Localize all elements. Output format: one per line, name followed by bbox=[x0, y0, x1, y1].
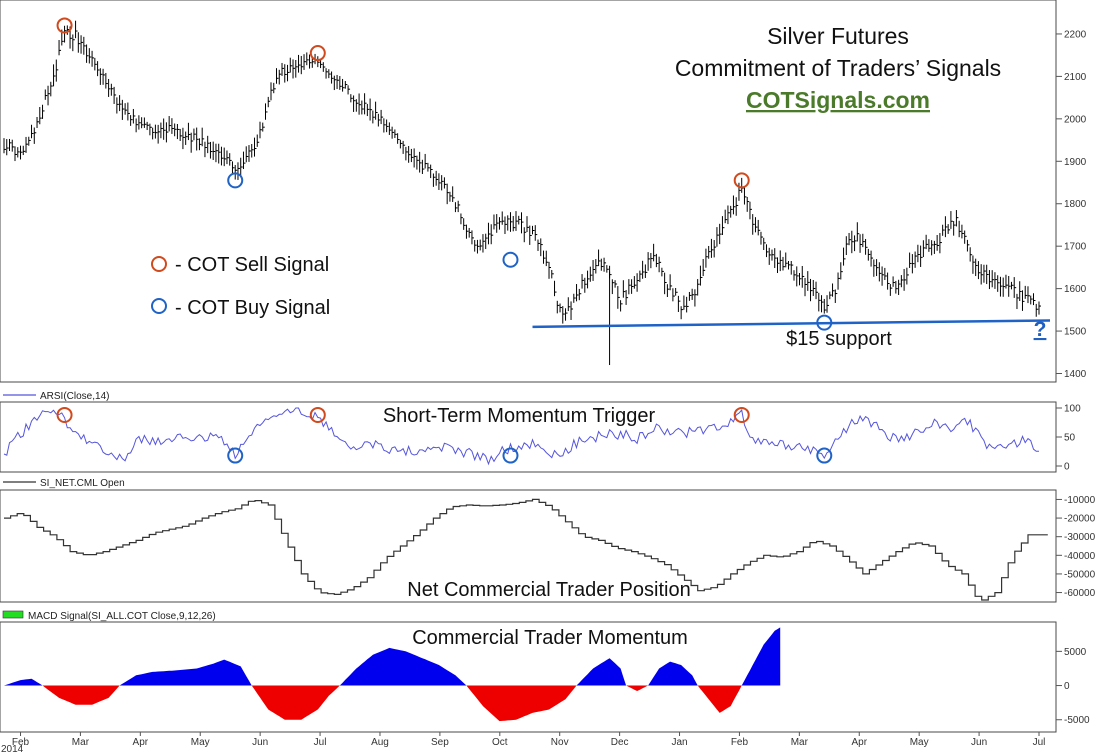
macd-axis-tick-label: 5000 bbox=[1064, 647, 1087, 658]
net-axis-tick-label: -50000 bbox=[1064, 569, 1096, 580]
net-axis-tick-label: -10000 bbox=[1064, 495, 1096, 506]
month-tick-label: Aug bbox=[371, 737, 389, 748]
macd-axis-tick-label: -5000 bbox=[1064, 715, 1090, 726]
macd-indicator-label: MACD Signal(SI_ALL.COT Close,9,12,26) bbox=[28, 611, 216, 622]
month-tick-label: Jun bbox=[252, 737, 268, 748]
price-axis-tick-label: 1700 bbox=[1064, 242, 1087, 253]
support-line bbox=[532, 319, 1051, 329]
net-position-title: Net Commercial Trader Position bbox=[407, 579, 690, 601]
arsi-layer bbox=[3, 406, 1039, 466]
support-layer bbox=[532, 319, 1051, 329]
legend-sell-marker bbox=[151, 256, 167, 272]
macd-axis-tick-label: 0 bbox=[1064, 681, 1070, 692]
price-axis-tick-label: 1900 bbox=[1064, 157, 1087, 168]
legend-buy-label: - COT Buy Signal bbox=[175, 297, 330, 319]
macd-positive-area bbox=[4, 627, 781, 686]
month-tick-label: Nov bbox=[551, 737, 569, 748]
arsi-axis-tick-label: 0 bbox=[1064, 462, 1070, 473]
month-tick-label: Feb bbox=[12, 737, 30, 748]
legend-buy-marker bbox=[151, 298, 167, 314]
price-axis-tick-label: 1400 bbox=[1064, 369, 1087, 380]
month-tick-label: Jun bbox=[971, 737, 987, 748]
x-axis: Feb Mar Apr May Jun Jul Aug Sep Oct Nov Dec Jan Feb M… bbox=[0, 731, 1056, 754]
net-axis-tick-label: -30000 bbox=[1064, 532, 1096, 543]
year-tick-label: 2014 bbox=[1, 744, 24, 754]
buy-signal-marker bbox=[502, 251, 519, 268]
month-tick-label: May bbox=[910, 737, 929, 748]
arsi-sell-marker bbox=[733, 406, 750, 423]
month-tick-label: May bbox=[191, 737, 210, 748]
month-tick-label: Feb bbox=[731, 737, 749, 748]
price-axis-tick-label: 2200 bbox=[1064, 29, 1087, 40]
axis-layer: 1400 1500 1600 1700 1800 1900 2000 2100 2200 0 50 1… bbox=[1056, 29, 1096, 726]
net-indicator-label: SI_NET.CML Open bbox=[40, 478, 125, 489]
macd-layer bbox=[4, 627, 781, 722]
net-layer bbox=[4, 498, 1048, 601]
net-position-pane bbox=[0, 489, 1057, 603]
month-tick-label: Apr bbox=[133, 737, 149, 748]
net-axis-tick-label: -40000 bbox=[1064, 551, 1096, 562]
support-label: $15 support bbox=[786, 328, 892, 350]
sell-signal-marker bbox=[733, 172, 750, 189]
month-tick-label: Sep bbox=[431, 737, 449, 748]
month-tick-label: Dec bbox=[611, 737, 629, 748]
arsi-sell-marker bbox=[309, 406, 326, 423]
arsi-buy-marker bbox=[816, 447, 833, 464]
arsi-axis-tick-label: 100 bbox=[1064, 404, 1081, 415]
price-axis-tick-label: 2100 bbox=[1064, 72, 1087, 83]
buy-signal-marker bbox=[227, 172, 244, 189]
question-mark: ? bbox=[1034, 318, 1047, 341]
macd-legend-swatch bbox=[2, 610, 24, 619]
arsi-sell-marker bbox=[56, 406, 73, 423]
price-pane bbox=[0, 0, 1057, 383]
arsi-buy-marker bbox=[227, 447, 244, 464]
sell-signal-marker bbox=[56, 17, 73, 34]
buy-signal-marker bbox=[816, 314, 833, 331]
month-tick-label: Apr bbox=[851, 737, 867, 748]
arsi-axis-tick-label: 50 bbox=[1064, 433, 1076, 444]
legend-sell-label: - COT Sell Signal bbox=[175, 254, 329, 276]
chart-subtitle: Commitment of Traders’ Signals bbox=[675, 55, 1001, 81]
signal-layer bbox=[56, 17, 833, 331]
arsi-line bbox=[3, 407, 1039, 466]
arsi-indicator-label: ARSI(Close,14) bbox=[40, 391, 109, 402]
price-axis-tick-label: 1800 bbox=[1064, 199, 1087, 210]
month-tick-label: Jul bbox=[1033, 737, 1046, 748]
net-axis-tick-label: -20000 bbox=[1064, 514, 1096, 525]
price-axis-tick-label: 1600 bbox=[1064, 284, 1087, 295]
price-axis-tick-label: 1500 bbox=[1064, 327, 1087, 338]
macd-title: Commercial Trader Momentum bbox=[412, 627, 688, 649]
month-tick-label: Jan bbox=[671, 737, 687, 748]
chart-title: Silver Futures bbox=[767, 23, 909, 49]
month-tick-label: Oct bbox=[492, 737, 508, 748]
month-tick-label: Mar bbox=[72, 737, 90, 748]
arsi-buy-marker bbox=[502, 447, 519, 464]
macd-negative-area bbox=[4, 685, 781, 722]
sell-signal-marker bbox=[309, 45, 326, 62]
source-link[interactable]: COTSignals.com bbox=[746, 87, 930, 113]
arsi-title: Short-Term Momentum Trigger bbox=[383, 405, 656, 427]
month-tick-label: Jul bbox=[314, 737, 327, 748]
net-position-line bbox=[4, 498, 1048, 601]
price-axis-tick-label: 2000 bbox=[1064, 114, 1087, 125]
month-tick-label: Mar bbox=[791, 737, 809, 748]
price-bars bbox=[3, 20, 1041, 366]
net-axis-tick-label: -60000 bbox=[1064, 588, 1096, 599]
